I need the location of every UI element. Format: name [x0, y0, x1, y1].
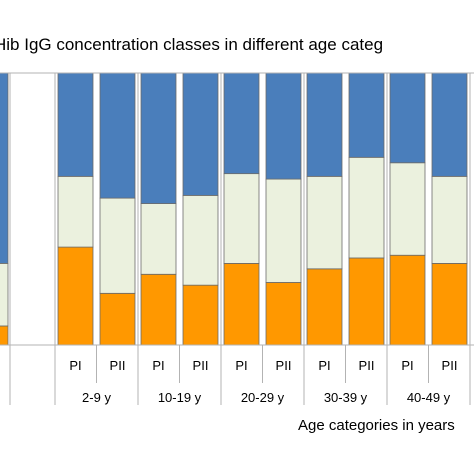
bar-10-19y-PI-middle-segment [140, 203, 177, 275]
bar-20-29y-PI-top-segment [223, 72, 260, 175]
bar-30-39y-PI-bottom-segment [306, 268, 343, 346]
bar-10-19y-PII-top-segment [182, 72, 219, 196]
tick-label-40-49y-PII: PII [442, 358, 458, 373]
bar-30-39y-PI-top-segment [306, 72, 343, 177]
bar-30-39y-PII-top-segment [348, 72, 385, 158]
group-label-5: 40-49 y [407, 390, 451, 405]
bar-10-19y-PI-bottom-segment [140, 273, 177, 346]
bar-2-9y-PI-middle-segment [57, 175, 94, 248]
bar-20-29y-PII-top-segment [265, 72, 302, 180]
tick-labels: PI PII 2-9 y PI PII 10-19 y PI PII 20-29 y PI PII 3… [69, 358, 457, 405]
bar-10-19y-PII-bottom-segment [182, 284, 219, 346]
tick-label-30-39y-PII: PII [359, 358, 375, 373]
bars-layer [0, 72, 468, 346]
bar-2-9y-PI-top-segment [57, 72, 94, 177]
bar-10-19y-PI-top-segment [140, 72, 177, 204]
tick-label-20-29y-PI: PI [235, 358, 247, 373]
category-dividers [0, 72, 474, 405]
bar-40-49y-PII-top-segment [431, 72, 468, 177]
bar-30-39y-PI-middle-segment [306, 175, 343, 270]
bar-2-9y-PII-middle-segment [99, 197, 136, 294]
partial-bar-1-middle-segment [0, 262, 9, 327]
tick-label-10-19y-PI: PI [152, 358, 164, 373]
bar-2-9y-PII-top-segment [99, 72, 136, 199]
tick-label-10-19y-PII: PII [193, 358, 209, 373]
bar-40-49y-PI-bottom-segment [389, 254, 426, 346]
tick-label-2-9y-PII: PII [110, 358, 126, 373]
bar-20-29y-PII-middle-segment [265, 178, 302, 283]
tick-label-20-29y-PII: PII [276, 358, 292, 373]
bar-20-29y-PI-middle-segment [223, 173, 260, 264]
bar-40-49y-PI-top-segment [389, 72, 426, 164]
bar-2-9y-PII-bottom-segment [99, 292, 136, 346]
tick-label-40-49y-PI: PI [401, 358, 413, 373]
group-label-1: 2-9 y [82, 390, 111, 405]
bar-40-49y-PII-middle-segment [431, 175, 468, 264]
bar-30-39y-PII-middle-segment [348, 156, 385, 259]
partial-bar-1-top-segment [0, 72, 9, 264]
bar-10-19y-PII-middle-segment [182, 194, 219, 286]
x-axis-label: Age categories in years [298, 417, 455, 434]
tick-label-2-9y-PI: PI [69, 358, 81, 373]
bar-40-49y-PI-middle-segment [389, 162, 426, 256]
chart-title: Hib IgG concentration classes in differe… [0, 35, 383, 54]
tick-label-30-39y-PI: PI [318, 358, 330, 373]
bar-40-49y-PII-bottom-segment [431, 262, 468, 346]
bar-2-9y-PI-bottom-segment [57, 246, 94, 346]
bar-30-39y-PII-bottom-segment [348, 257, 385, 346]
bar-20-29y-PII-bottom-segment [265, 282, 302, 346]
group-label-4: 30-39 y [324, 390, 368, 405]
bar-20-29y-PI-bottom-segment [223, 262, 260, 346]
group-label-3: 20-29 y [241, 390, 285, 405]
group-label-2: 10-19 y [158, 390, 202, 405]
partial-bar-1-bottom-segment [0, 325, 9, 346]
